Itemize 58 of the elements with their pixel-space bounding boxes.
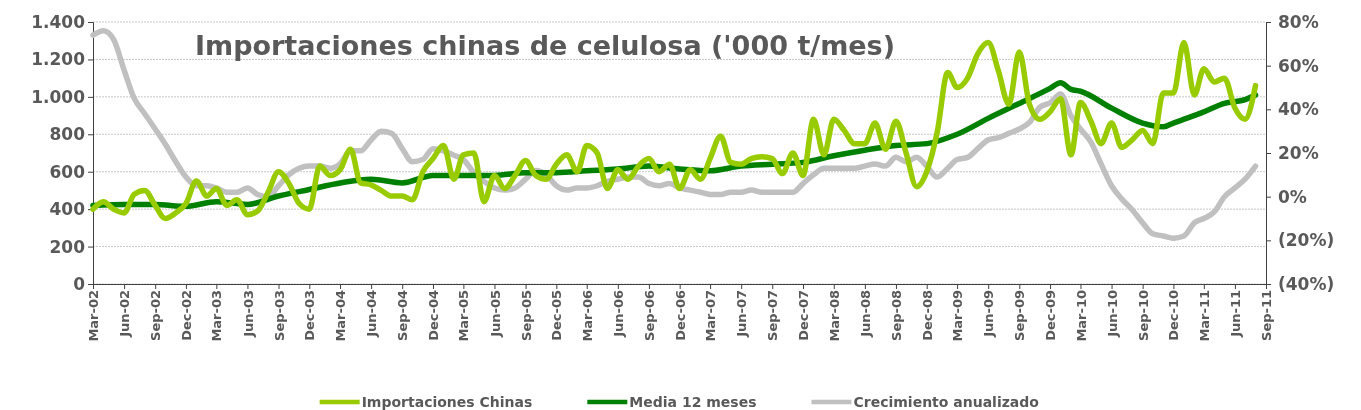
x-tick-label: Mar-03 [209, 290, 225, 342]
x-tick-label: Sep-08 [889, 290, 904, 341]
y-tick-label: 1.200 [31, 49, 86, 70]
x-tick-label: Sep-10 [1135, 290, 1151, 341]
y2-tick-label: (40%) [1278, 273, 1335, 294]
y2-tick-label: 60% [1278, 55, 1319, 76]
y2-tick-label: 80% [1278, 11, 1319, 32]
x-tick-label: Jun-08 [857, 290, 873, 338]
y2-tick-label: 0% [1278, 186, 1307, 207]
x-tick-label: Mar-05 [456, 290, 472, 342]
legend-label: Crecimiento anualizado [853, 394, 1040, 410]
x-tick-label: Dec-07 [796, 290, 812, 341]
chart-title: Importaciones chinas de celulosa ('000 t/mes) [194, 30, 896, 61]
x-tick-label: Dec-02 [178, 290, 194, 341]
y2-tick-label: (20%) [1278, 230, 1335, 251]
y-tick-label: 200 [49, 236, 86, 257]
y2-tick-label: 40% [1278, 99, 1319, 120]
x-tick-label: Dec-06 [672, 290, 688, 341]
x-tick-label: Mar-08 [826, 290, 842, 342]
x-tick-label: Sep-07 [765, 290, 781, 341]
x-tick-label: Dec-10 [1166, 290, 1182, 341]
x-tick-label: Sep-11 [1259, 290, 1275, 341]
y-tick-label: 1.400 [31, 11, 86, 32]
x-tick-label: Mar-06 [579, 290, 595, 342]
x-tick-label: Jun-11 [1227, 290, 1243, 338]
x-tick-label: Sep-06 [641, 290, 657, 341]
x-tick-label: Jun-03 [240, 290, 256, 338]
legend-label: Media 12 meses [629, 394, 757, 410]
y-tick-label: 600 [49, 161, 86, 182]
x-tick-label: Sep-05 [518, 290, 534, 341]
x-tick-label: Dec-04 [426, 290, 442, 341]
x-tick-label: Mar-07 [703, 290, 719, 342]
x-tick-label: Dec-05 [549, 290, 565, 341]
x-tick-label: Sep-09 [1012, 290, 1028, 341]
x-tick-label: Jun-09 [981, 290, 997, 338]
y-tick-label: 400 [49, 199, 86, 220]
x-tick-label: Dec-03 [302, 290, 318, 341]
x-tick-label: Mar-09 [950, 290, 966, 342]
x-tick-label: Jun-06 [610, 290, 626, 338]
y-tick-label: 800 [49, 124, 86, 145]
x-tick-label: Dec-08 [919, 290, 935, 341]
x-tick-label: Dec-09 [1043, 290, 1059, 341]
x-tick-label: Jun-04 [364, 290, 380, 338]
x-tick-label: Sep-04 [395, 290, 411, 341]
x-tick-label: Jun-02 [117, 290, 133, 338]
legend-label: Importaciones Chinas [361, 394, 533, 410]
x-tick-label: Mar-02 [86, 290, 102, 342]
x-tick-label: Mar-04 [333, 290, 349, 342]
x-tick-label: Jun-05 [487, 290, 503, 338]
y-tick-label: 0 [73, 273, 86, 294]
x-tick-label: Jun-10 [1104, 290, 1120, 338]
x-tick-label: Jun-07 [734, 290, 750, 338]
x-tick-label: Sep-02 [148, 290, 164, 341]
x-tick-label: Sep-03 [271, 290, 287, 341]
x-tick-label: Mar-10 [1073, 290, 1089, 342]
x-tick-label: Mar-11 [1196, 290, 1212, 342]
y-tick-label: 1.000 [31, 86, 86, 107]
y2-tick-label: 20% [1278, 142, 1319, 163]
